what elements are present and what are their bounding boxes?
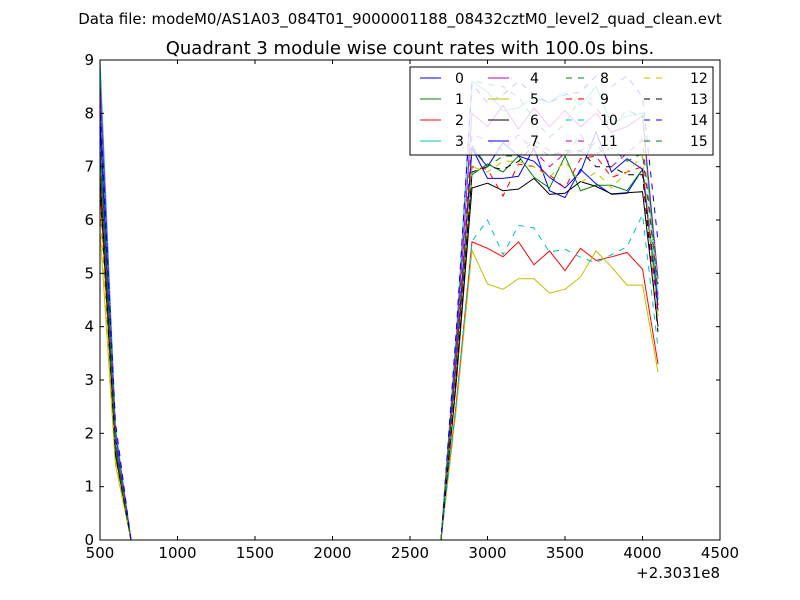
y-tick-label: 3 [84,371,94,389]
series-line-1 [100,150,659,540]
legend-label-14: 14 [690,113,708,129]
legend-box [409,66,714,156]
x-tick-label: 4500 [701,544,739,562]
chart-title: Quadrant 3 module wise count rates with … [166,38,655,59]
series-line-2 [100,187,659,540]
y-tick-label: 1 [84,478,94,496]
suptitle: Data file: modeM0/AS1A03_084T01_90000011… [78,10,722,29]
y-tick-label: 9 [84,51,94,69]
y-tick-label: 6 [84,211,94,229]
legend-label-12: 12 [690,71,708,87]
x-tick-label: 500 [86,544,115,562]
series-line-7 [100,113,659,540]
y-tick-label: 8 [84,104,94,122]
ticks-layer: 500 1000 1500 2000 2500 3000 3500 4000 450001234… [84,51,739,562]
y-tick-label: 5 [84,264,94,282]
x-tick-label: 4000 [623,544,661,562]
series-line-6 [100,171,659,540]
x-tick-label: 2500 [391,544,429,562]
legend-label-13: 13 [690,92,708,108]
x-tick-label: 1500 [236,544,274,562]
legend-label-4: 4 [530,71,539,87]
x-tick-label: 3500 [546,544,584,562]
legend-label-15: 15 [690,134,708,150]
x-tick-label: 2000 [313,544,351,562]
legend-label-0: 0 [455,71,464,87]
legend-label-9: 9 [600,92,609,108]
legend-label-10: 10 [600,113,618,129]
legend-label-7: 7 [530,134,539,150]
legend-label-11: 11 [600,134,618,150]
legend-label-2: 2 [455,113,464,129]
legend-label-6: 6 [530,113,539,129]
y-tick-label: 2 [84,424,94,442]
legend-label-5: 5 [530,92,539,108]
series-line-0 [100,123,659,540]
series-line-10 [100,97,659,540]
y-tick-label: 0 [84,531,94,549]
legend-label-1: 1 [455,92,464,108]
y-tick-label: 4 [84,318,94,336]
x-offset-label: +2.3031e8 [636,564,720,582]
legend-label-3: 3 [455,134,464,150]
y-tick-label: 7 [84,158,94,176]
x-tick-label: 1000 [158,544,196,562]
legend-label-8: 8 [600,71,609,87]
series-line-5 [100,230,659,540]
x-tick-label: 3000 [468,544,506,562]
